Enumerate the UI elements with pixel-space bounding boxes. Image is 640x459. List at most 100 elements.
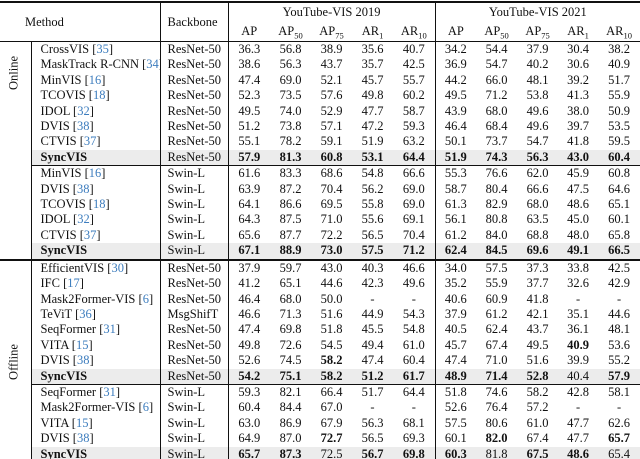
- metric-value: 60.9: [485, 291, 508, 306]
- metric-value: 37.3: [517, 258, 559, 277]
- metric-value: 71.4: [476, 368, 518, 385]
- metric-value: 84.4: [279, 400, 302, 415]
- citation-link[interactable]: [38]: [69, 119, 94, 134]
- metric-value: 45.7: [444, 337, 467, 352]
- citation-link[interactable]: [18]: [85, 197, 110, 212]
- metric-value: 67.0: [320, 400, 343, 415]
- metric-value: 65.6: [238, 227, 261, 242]
- citation-link[interactable]: [37]: [76, 134, 101, 149]
- group-label-online: Online: [6, 55, 21, 91]
- metric-value: 56.1: [444, 212, 467, 227]
- metric-value: 48.0: [567, 227, 589, 242]
- metric-value: 37.9: [526, 42, 549, 56]
- metric-value: 47.7: [361, 103, 384, 118]
- method-name: DVIS [38]: [31, 181, 161, 198]
- method-name: CTVIS [37]: [31, 134, 161, 150]
- metric-value: 51.2: [352, 368, 394, 385]
- metric-value: 39.9: [567, 353, 589, 368]
- metric-value: 66.4: [311, 383, 353, 401]
- citation-link[interactable]: [30]: [104, 260, 129, 275]
- backbone-cell: Swin-L: [160, 165, 229, 182]
- metric-value: 61.0: [526, 415, 549, 430]
- metric-value: 57.6: [320, 88, 343, 103]
- metric-value: 62.4: [485, 322, 508, 337]
- metric-value: 65.8: [608, 227, 630, 242]
- metric-value: 42.1: [526, 306, 549, 321]
- backbone-cell: Swin-L: [160, 227, 229, 244]
- metric-value: 40.7: [393, 41, 436, 58]
- citation-link[interactable]: [37]: [76, 227, 101, 242]
- table-row: SyncVIS ResNet-50 54.2 75.1 58.2 51.2 61.7 48.9…: [0, 368, 640, 385]
- metric-value: 44.6: [608, 306, 630, 321]
- method-name: SyncVIS: [31, 149, 161, 166]
- citation-link[interactable]: [6]: [135, 400, 154, 415]
- metric-value: 47.4: [444, 353, 467, 368]
- backbone-cell: ResNet-50: [160, 149, 229, 166]
- metric-value: 49.6: [393, 276, 436, 292]
- citation-link[interactable]: [15]: [68, 415, 93, 430]
- metric-value: -: [575, 291, 581, 306]
- citation-link[interactable]: [36]: [71, 306, 96, 321]
- metric-value: 63.9: [238, 181, 261, 196]
- metric-value: 54.2: [228, 368, 271, 385]
- citation-link[interactable]: [38]: [69, 353, 94, 368]
- metric-value: 64.6: [608, 181, 630, 196]
- metric-value: 56.5: [361, 431, 384, 446]
- method-name: MinVIS [16]: [31, 72, 161, 89]
- metric-value: 82.0: [485, 431, 508, 446]
- metric-value: 57.9: [598, 368, 640, 385]
- citation-link[interactable]: [17]: [59, 276, 84, 291]
- table-row: DVIS [38] ResNet-50 52.6 74.5 58.2 47.4 60.4 47…: [0, 353, 640, 369]
- metric-value: 57.2: [526, 400, 549, 415]
- metric-value: 43.7: [320, 57, 343, 72]
- citation-link[interactable]: [38]: [69, 181, 94, 196]
- metric-value: 49.6: [526, 103, 549, 118]
- citation-link[interactable]: [15]: [68, 337, 93, 352]
- backbone-cell: ResNet-50: [160, 291, 229, 307]
- metric-value: 82.9: [485, 197, 508, 212]
- method-name: SyncVIS: [31, 368, 161, 385]
- method-name: IDOL [32]: [31, 212, 161, 228]
- metric-value: 46.4: [238, 291, 261, 306]
- citation-link[interactable]: [32]: [69, 212, 94, 227]
- metric-value: 47.7: [567, 431, 589, 446]
- metric-value: 54.8: [393, 322, 436, 338]
- method-name: DVIS [38]: [31, 353, 161, 369]
- metric-value: 44.6: [320, 276, 343, 291]
- method-name: SeqFormer [31]: [31, 383, 161, 401]
- metric-value: 60.4: [393, 353, 436, 369]
- metric-value: 36.9: [444, 57, 467, 72]
- metric-value: 76.4: [485, 400, 508, 415]
- metric-value: 75.1: [270, 368, 312, 385]
- metric-value: 56.3: [361, 415, 384, 430]
- citation-link[interactable]: [6]: [135, 291, 154, 306]
- citation-link[interactable]: [16]: [81, 72, 106, 87]
- citation-link[interactable]: [35]: [89, 42, 114, 56]
- citation-link[interactable]: [16]: [81, 166, 106, 181]
- citation-link[interactable]: [31]: [96, 322, 121, 337]
- citation-link[interactable]: [18]: [85, 88, 110, 103]
- citation-link[interactable]: [31]: [96, 384, 121, 399]
- metric-value: 73.7: [485, 134, 508, 149]
- col-header-method: Method: [0, 2, 161, 42]
- method-name: DVIS [38]: [31, 119, 161, 135]
- metric-value: 45.5: [361, 322, 384, 337]
- table-row: DVIS [38] ResNet-50 51.2 73.8 57.1 47.2 59.3 46…: [0, 119, 640, 135]
- table-row: DVIS [38] Swin-L 63.9 87.2 70.4 56.2 69.0 58.7 8…: [0, 181, 640, 198]
- citation-link[interactable]: [32]: [69, 103, 94, 118]
- metric-value: 38.0: [567, 103, 589, 118]
- metric-value: 69.0: [279, 72, 302, 87]
- method-name: MaskTrack R-CNN [34]: [31, 57, 161, 73]
- metric-value: 56.2: [361, 181, 384, 196]
- citation-link[interactable]: [38]: [69, 431, 94, 446]
- metric-value: 51.8: [320, 322, 343, 337]
- metric-value: 51.9: [435, 149, 477, 166]
- metric-value: 43.0: [558, 149, 599, 166]
- metric-value: 37.7: [526, 276, 549, 291]
- metric-value: 38.2: [608, 42, 630, 56]
- metric-value: 58.2: [517, 383, 559, 401]
- metric-value: -: [616, 291, 622, 306]
- citation-link[interactable]: [34]: [139, 57, 159, 72]
- backbone-cell: Swin-L: [160, 446, 229, 459]
- group-header-ytvis-2021: YouTube-VIS 2021: [488, 5, 587, 19]
